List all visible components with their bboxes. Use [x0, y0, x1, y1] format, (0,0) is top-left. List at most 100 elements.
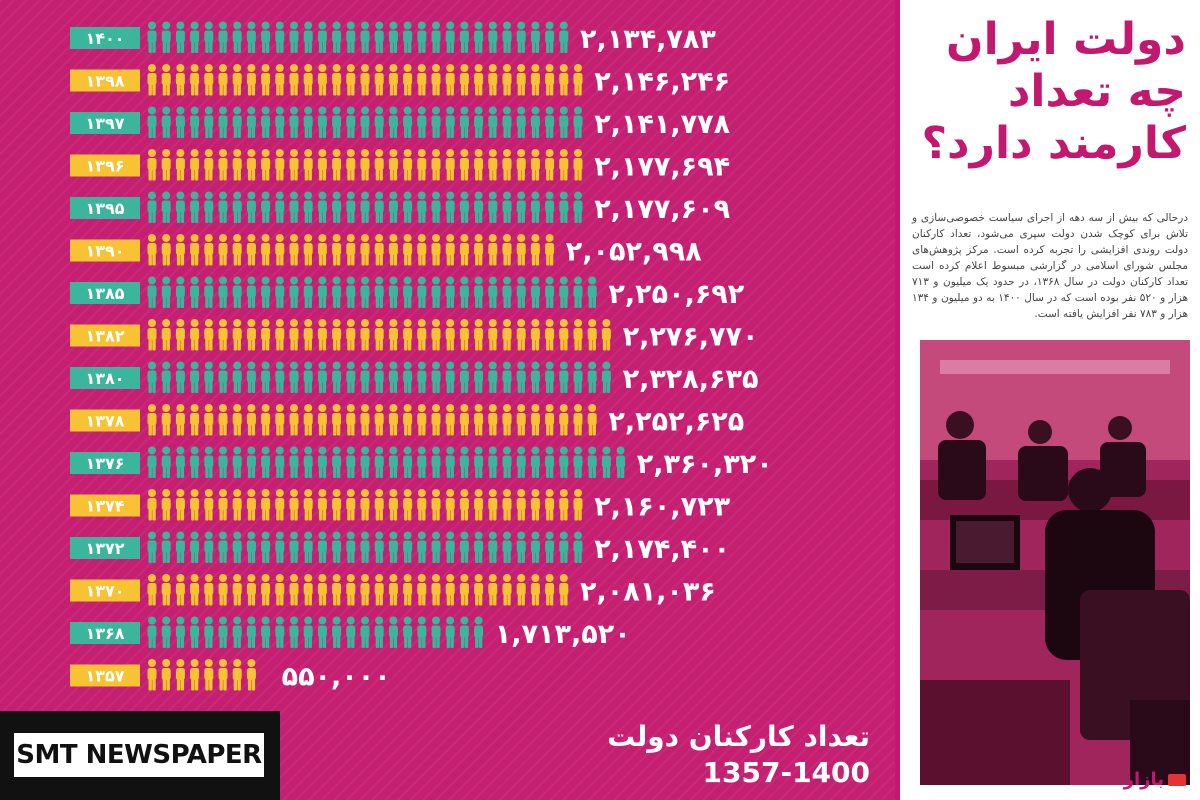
watermark-text: SMT NEWSPAPER [14, 733, 264, 777]
person-icon [360, 149, 370, 181]
person-icon [275, 21, 285, 53]
person-icon [190, 191, 200, 223]
person-icon [175, 276, 185, 308]
person-icon [346, 616, 356, 648]
person-icon [232, 446, 242, 478]
person-icon [332, 234, 342, 266]
person-icon [289, 106, 299, 138]
year-tag: ۱۳۹۵ [70, 197, 140, 219]
person-icon [346, 531, 356, 563]
chart-row: ۱۳۷۴ ۲,۱۶۰,۷۲۳ [70, 489, 731, 523]
person-icon [218, 361, 228, 393]
person-icon [474, 616, 484, 648]
person-icon [474, 361, 484, 393]
person-icon [374, 404, 384, 436]
person-icon [147, 276, 157, 308]
person-icon [374, 276, 384, 308]
person-icon [161, 191, 171, 223]
value-label: ۲,۱۷۷,۶۹۴ [594, 152, 730, 183]
year-label: ۱۳۶۸ [85, 624, 124, 643]
person-icon [147, 659, 157, 691]
person-icon [175, 616, 185, 648]
chart-row: ۱۳۶۸ ۱,۷۱۳,۵۲۰ [70, 616, 631, 650]
person-icon [502, 64, 512, 96]
person-icon [431, 446, 441, 478]
value-label: ۲,۲۷۶,۷۷۰ [623, 322, 759, 353]
watermark: SMT NEWSPAPER [0, 711, 280, 800]
person-icon [403, 319, 413, 351]
person-icon [417, 106, 427, 138]
person-icon [459, 574, 469, 606]
person-icon [431, 21, 441, 53]
person-icon [587, 361, 597, 393]
person-icon [374, 446, 384, 478]
person-icon [147, 191, 157, 223]
person-icon [545, 191, 555, 223]
person-icon [516, 64, 526, 96]
person-icon [388, 21, 398, 53]
person-icon [175, 234, 185, 266]
person-icon [161, 489, 171, 521]
person-icon [317, 276, 327, 308]
person-icon [204, 404, 214, 436]
person-icon [516, 234, 526, 266]
person-icon [332, 191, 342, 223]
person-icon [204, 276, 214, 308]
person-icon [246, 276, 256, 308]
person-icon [545, 361, 555, 393]
year-label: ۱۳۷۰ [85, 582, 124, 601]
person-icon [190, 319, 200, 351]
value-label: ۲,۲۵۰,۶۹۲ [608, 279, 744, 310]
person-icon [559, 21, 569, 53]
person-icon [530, 64, 540, 96]
person-icon [289, 21, 299, 53]
year-tag: ۱۳۹۷ [70, 112, 140, 134]
person-icon [261, 361, 271, 393]
person-icon [431, 149, 441, 181]
person-icon [332, 276, 342, 308]
person-icon [488, 574, 498, 606]
person-icon [289, 149, 299, 181]
person-icon [275, 149, 285, 181]
person-icon [261, 191, 271, 223]
person-icon [204, 319, 214, 351]
year-tag: ۱۳۷۴ [70, 494, 140, 517]
person-icon [289, 574, 299, 606]
person-icon [346, 149, 356, 181]
person-icon [303, 21, 313, 53]
person-icon [502, 574, 512, 606]
person-icon [275, 276, 285, 308]
person-icon [147, 234, 157, 266]
person-icon [445, 21, 455, 53]
person-icon [403, 234, 413, 266]
person-icon [332, 21, 342, 53]
person-icon [417, 149, 427, 181]
person-icon [388, 191, 398, 223]
person-icon [403, 191, 413, 223]
person-icon [232, 531, 242, 563]
person-icon [147, 21, 157, 53]
summary-text: درحالی که بیش از سه دهه از اجرای سیاست خ… [912, 212, 1188, 320]
person-icon [474, 21, 484, 53]
year-label: ۱۳۹۷ [85, 114, 124, 133]
person-icon [417, 319, 427, 351]
person-icon [374, 21, 384, 53]
person-icon [261, 574, 271, 606]
person-icon [530, 234, 540, 266]
person-icon [346, 361, 356, 393]
person-icon [317, 106, 327, 138]
person-icon [388, 489, 398, 521]
person-icon [360, 319, 370, 351]
chart-row: ۱۳۹۰ ۲,۰۵۲,۹۹۸ [70, 234, 702, 268]
person-icon [360, 234, 370, 266]
person-icon [161, 616, 171, 648]
person-icon [502, 489, 512, 521]
person-icon [559, 361, 569, 393]
person-icon [317, 531, 327, 563]
person-icon [175, 446, 185, 478]
person-icon [147, 446, 157, 478]
side-panel: دولت ایران چه تعداد کارمند دارد؟ درحالی … [900, 0, 1200, 800]
value-label: ۱,۷۱۳,۵۲۰ [495, 619, 631, 650]
headline-line-2: چه تعداد [1007, 66, 1186, 117]
person-icon [204, 574, 214, 606]
